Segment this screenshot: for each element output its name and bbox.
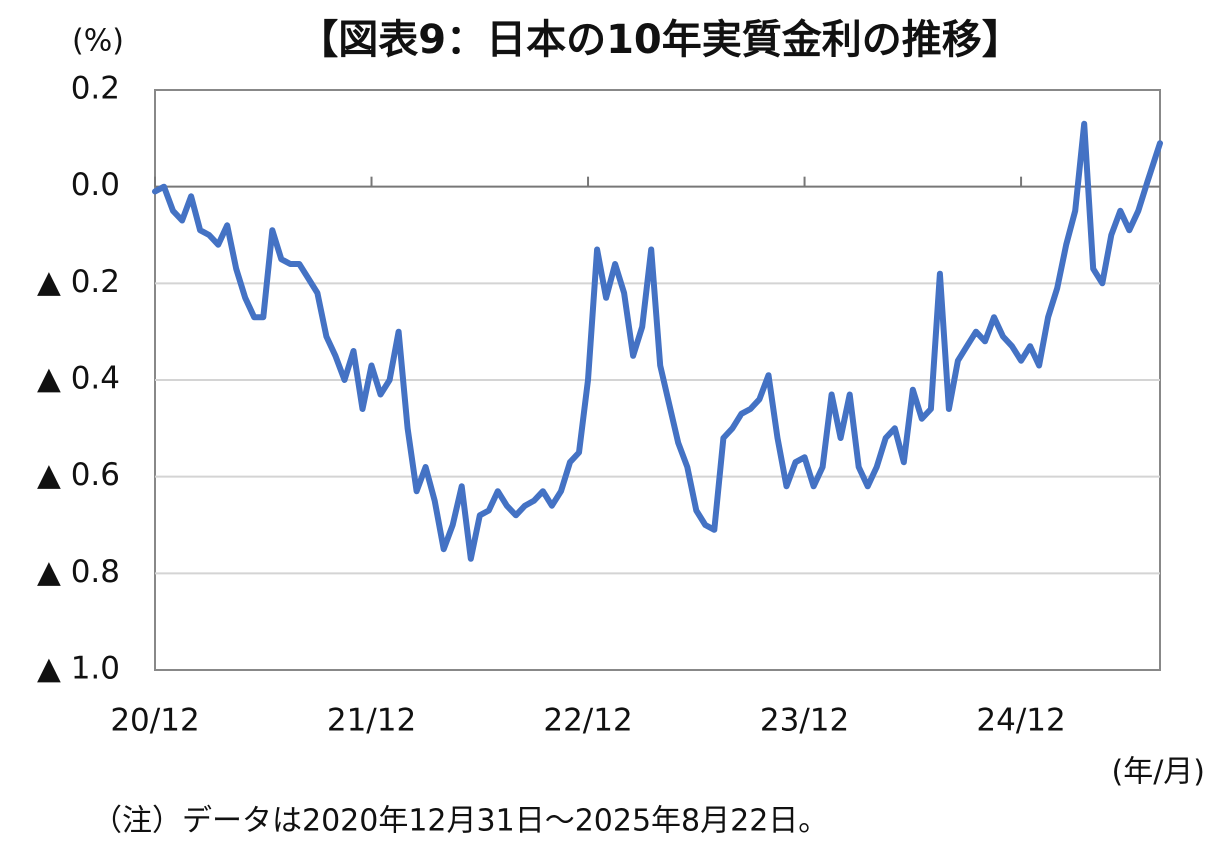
note: （注）データは2020年12月31日～2025年8月22日。 (92, 804, 828, 839)
y-unit: (%) (72, 24, 124, 59)
y-tick-label: ▲ 0.8 (37, 554, 120, 590)
y-tick-label: ▲ 0.6 (37, 457, 120, 493)
y-tick-label: ▲ 0.2 (37, 264, 120, 300)
x-tick-label: 20/12 (110, 703, 199, 739)
x-unit: (年/月) (1111, 755, 1205, 790)
chart-title: 【図表9：日本の10年実質金利の推移】 (298, 17, 1022, 63)
x-tick-label: 23/12 (760, 703, 849, 739)
y-tick-label: 0.0 (71, 167, 120, 203)
y-tick-label: ▲ 0.4 (37, 361, 120, 397)
x-tick-label: 21/12 (327, 703, 416, 739)
x-tick-label: 22/12 (543, 703, 632, 739)
y-tick-label: 0.2 (71, 71, 120, 107)
y-tick-label: ▲ 1.0 (37, 651, 120, 687)
x-tick-label: 24/12 (976, 703, 1065, 739)
data-line (152, 120, 1163, 562)
